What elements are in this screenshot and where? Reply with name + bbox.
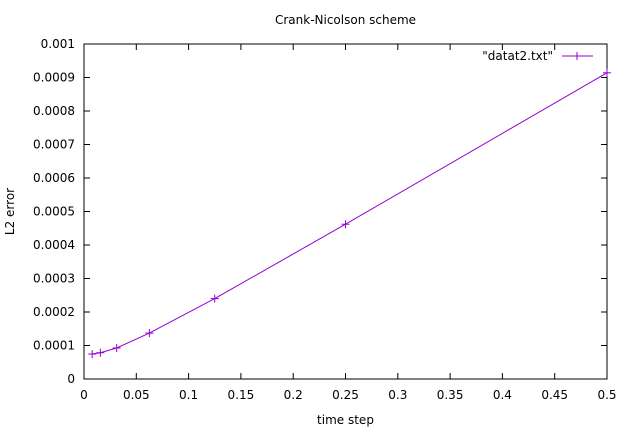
y-tick-label: 0.0006 [33,171,75,185]
x-axis-label: time step [317,413,374,427]
x-tick-label: 0.3 [388,388,407,402]
data-point [341,220,350,229]
y-tick-label: 0.0003 [33,272,75,286]
data-point [112,344,121,353]
x-tick-label: 0.1 [179,388,198,402]
series-group [88,68,611,359]
y-tick-label: 0.001 [41,37,75,51]
x-tick-label: 0.05 [123,388,150,402]
y-tick-label: 0.0005 [33,205,75,219]
x-tick-label: 0.15 [228,388,255,402]
y-tick-label: 0.0007 [33,138,75,152]
y-tick-label: 0.0002 [33,305,75,319]
data-point [145,329,154,338]
x-tick-label: 0.4 [493,388,512,402]
data-point [96,348,105,357]
data-point [88,350,97,359]
x-tick-label: 0 [80,388,88,402]
legend-marker [573,52,581,60]
legend: "datat2.txt" [482,49,593,63]
data-point [210,294,219,303]
axis-ticks: 0 0.05 0.1 0.15 0.2 0.25 0.3 0.35 0.4 0.45 0.5 0 0.0… [33,37,617,402]
y-tick-label: 0.0009 [33,71,75,85]
chart-title: Crank-Nicolson scheme [275,13,416,27]
y-tick-label: 0.0004 [33,238,75,252]
y-tick-label: 0.0001 [33,339,75,353]
data-point [603,68,611,77]
x-tick-label: 0.25 [332,388,359,402]
y-axis-label: L2 error [3,188,17,235]
x-tick-label: 0.45 [541,388,568,402]
x-tick-label: 0.5 [597,388,616,402]
y-tick-label: 0.0008 [33,104,75,118]
x-tick-label: 0.2 [284,388,303,402]
plot-border [83,43,608,380]
x-tick-label: 0.35 [437,388,464,402]
series-line [92,72,608,355]
y-tick-label: 0 [67,372,75,386]
legend-label: "datat2.txt" [482,49,553,63]
plot-frame [83,43,608,380]
